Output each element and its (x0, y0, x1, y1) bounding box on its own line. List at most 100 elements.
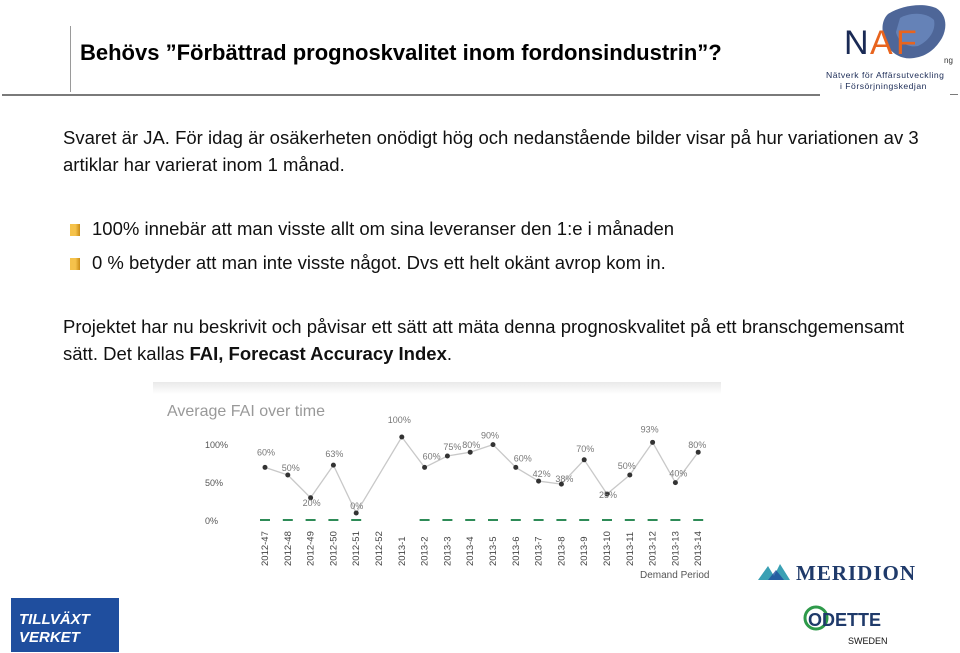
bullet-text: 100% innebär att man visste allt om sina… (92, 218, 675, 239)
tillvaxt-background (11, 598, 119, 652)
meridion-logo: MERIDION (758, 561, 916, 585)
series-line-segment (583, 459, 608, 495)
naf-logo: N A F (844, 5, 946, 62)
series-point (422, 464, 428, 470)
data-label: 70% (576, 444, 594, 454)
series-line-segment (515, 466, 539, 482)
series-point (444, 453, 450, 459)
data-label: 90% (481, 431, 499, 441)
y-tick-label: 100% (205, 440, 228, 450)
tillvaxt-line1: TILLVÄXT (19, 611, 92, 628)
series-line-segment (401, 436, 426, 468)
series-line-segment (310, 464, 334, 499)
data-label: 80% (462, 440, 480, 450)
x-tick-label: 2013-2 (420, 536, 431, 566)
chart-points (262, 434, 701, 516)
data-label: 75% (443, 442, 461, 452)
odette-wordmark: ODETTE (808, 610, 881, 630)
intro-paragraph: Svaret är JA. För idag är osäkerheten on… (63, 127, 919, 175)
x-tick-label: 2012-47 (260, 531, 271, 566)
data-label: 38% (555, 474, 573, 484)
x-tick-label: 2013-14 (693, 531, 704, 566)
data-label: 60% (257, 447, 275, 457)
naf-wordmark-f: F (896, 24, 917, 62)
x-tick-label: 2013-11 (625, 532, 636, 566)
title-divider-vertical (70, 26, 71, 92)
naf-subtitle-line2: i Försörjningskedjan (840, 81, 927, 91)
series-line-segment (287, 474, 312, 499)
meridion-wordmark: MERIDION (796, 561, 916, 585)
series-line-segment (355, 436, 403, 514)
x-tick-label: 2012-49 (306, 531, 317, 566)
series-line-segment (469, 443, 494, 453)
naf-side-text: ng (944, 56, 953, 65)
chart-x-axis-label: Demand Period (640, 570, 709, 581)
odette-country: SWEDEN (848, 636, 888, 646)
series-point (558, 481, 564, 487)
series-line-segment (674, 451, 699, 483)
series-point (399, 434, 405, 440)
x-tick-label: 2012-50 (328, 531, 339, 566)
x-tick-label: 2013-1 (397, 536, 408, 566)
x-tick-label: 2013-13 (670, 531, 681, 566)
y-tick-label: 0% (205, 516, 218, 526)
x-tick-label: 2013-10 (602, 531, 613, 566)
x-tick-label: 2013-12 (648, 531, 659, 566)
meridion-mark-accent (768, 570, 784, 580)
series-point (467, 449, 473, 455)
x-tick-label: 2013-6 (511, 536, 522, 566)
project-text: Projektet har nu beskrivit och påvisar e… (63, 316, 905, 364)
x-tick-label: 2013-9 (579, 536, 590, 566)
data-label: 100% (388, 415, 411, 425)
data-label: 0% (350, 501, 363, 511)
bullet-square-icon (70, 258, 80, 270)
series-line-segment (447, 451, 471, 457)
series-point (513, 464, 519, 470)
series-point (285, 472, 291, 478)
x-tick-label: 2013-4 (465, 536, 476, 566)
series-point (330, 462, 336, 468)
series-point (650, 439, 656, 445)
bullet-item: 0 % betyder att man inte visste något. D… (70, 249, 666, 276)
x-tick-label: 2013-8 (556, 536, 567, 566)
series-point (262, 464, 268, 470)
chart-series (264, 436, 699, 514)
data-label: 20% (303, 498, 321, 508)
series-point (581, 457, 587, 463)
bullet-item: 100% innebär att man visste allt om sina… (70, 215, 674, 242)
project-fai-emphasis: FAI, Forecast Accuracy Index (189, 343, 447, 364)
data-label: 25% (599, 490, 617, 500)
data-label: 40% (669, 469, 687, 479)
data-label: 63% (325, 449, 343, 459)
naf-wordmark-a: A (870, 24, 893, 62)
series-point (536, 478, 542, 484)
y-tick-label: 50% (205, 478, 223, 488)
tillvaxtverket-logo: TILLVÄXT VERKET (11, 598, 119, 652)
meridion-mark-icon (758, 564, 790, 580)
x-tick-label: 2013-3 (442, 536, 453, 566)
series-line-segment (560, 459, 585, 485)
naf-map-highlight (896, 13, 935, 47)
series-point (353, 510, 359, 516)
series-line-segment (538, 480, 562, 485)
data-label: 80% (688, 440, 706, 450)
odette-ring-icon (803, 605, 829, 631)
naf-subtitle-line1: Nätverk för Affärsutveckling (826, 70, 945, 80)
series-point (604, 491, 610, 497)
odette-logo: ODETTE SWEDEN (803, 605, 888, 646)
x-tick-label: 2012-52 (374, 531, 385, 566)
series-line-segment (606, 474, 631, 495)
page-title: Behövs ”Förbättrad prognoskvalitet inom … (80, 40, 722, 65)
chart-y-axis: 100% 50% 0% (205, 440, 228, 526)
data-label: 50% (282, 463, 300, 473)
header-rule (2, 94, 820, 96)
series-line-segment (652, 441, 676, 483)
x-tick-label: 2013-7 (534, 536, 545, 566)
project-paragraph: Projektet har nu beskrivit och påvisar e… (63, 313, 943, 367)
data-label: 60% (514, 453, 532, 463)
chart-title: Average FAI over time (167, 403, 325, 420)
data-label: 60% (423, 451, 441, 461)
series-point (627, 472, 633, 478)
fai-chart-top-shadow (153, 382, 721, 394)
series-point (308, 495, 314, 501)
